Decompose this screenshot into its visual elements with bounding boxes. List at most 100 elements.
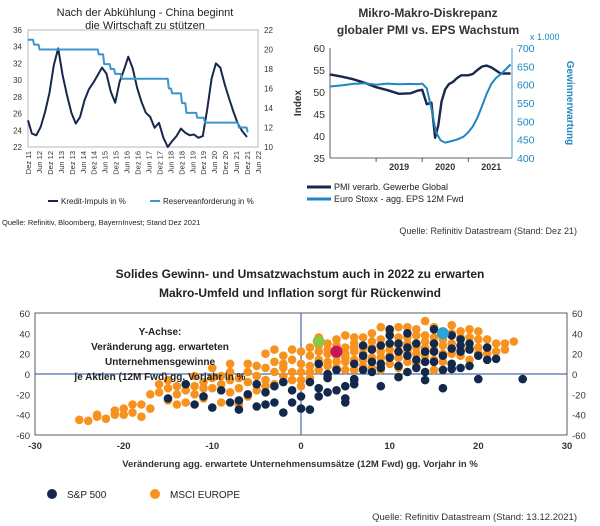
chart3-point-msci-europe xyxy=(376,347,386,356)
chart3-point-msci-europe xyxy=(465,355,474,365)
chart3-point-sp500 xyxy=(225,398,235,407)
chart1-y-right-tick: 22 xyxy=(264,26,273,35)
chart2-x-tick: 2019 xyxy=(389,162,409,172)
chart3-point-sp500 xyxy=(420,367,430,377)
chart3-point-msci-europe xyxy=(181,386,190,395)
chart3-point-sp500 xyxy=(234,396,244,405)
chart3-point-sp500 xyxy=(456,363,465,373)
chart3-point-msci-europe xyxy=(234,383,244,393)
chart2-y-right-tick: 550 xyxy=(517,98,535,110)
chart1-series-credit-impulse xyxy=(27,47,248,148)
chart3-point-sp500 xyxy=(420,347,430,356)
chart3-point-sp500 xyxy=(314,359,324,369)
chart3-point-sp500 xyxy=(429,357,439,367)
chart3-point-sp500 xyxy=(332,386,341,395)
chart1-x-tick: Dez 21 xyxy=(243,151,252,175)
chart1-y-right-tick: 18 xyxy=(264,65,273,74)
chart2-y-left-tick: 55 xyxy=(313,65,325,77)
chart3-point-sp500 xyxy=(287,386,297,395)
chart3-point-msci-europe xyxy=(385,345,395,354)
chart3-point-msci-europe xyxy=(172,381,182,391)
chart3-point-msci-europe xyxy=(456,327,465,336)
chart3-point-msci-europe xyxy=(500,345,510,354)
chart3-point-msci-europe xyxy=(243,359,253,369)
chart1-x-tick: Jun 17 xyxy=(144,151,153,174)
chart2-series-pmi xyxy=(329,64,511,140)
chart3-point-msci-europe xyxy=(349,333,359,342)
chart3-point-sp500 xyxy=(482,343,492,352)
chart3-x-tick: 30 xyxy=(562,441,573,452)
chart1-x-tick: Dez 18 xyxy=(177,151,186,175)
chart3-point-sp500 xyxy=(438,383,448,393)
chart3-y-right-tick: 20 xyxy=(572,350,583,361)
chart3-y-left-tick: -40 xyxy=(16,411,30,422)
chart3-point-sp500 xyxy=(474,374,483,384)
chart3-point-msci-europe xyxy=(225,359,235,369)
chart3-point-msci-europe xyxy=(491,339,501,348)
chart3-point-msci-europe xyxy=(296,367,306,377)
chart-pmi-vs-eps: Mikro-Makro-Diskrepanz globaler PMI vs. E… xyxy=(293,6,577,236)
chart1-y-right-tick: 20 xyxy=(264,46,273,55)
chart1-x-tick: Jun 16 xyxy=(123,151,132,174)
chart3-point-sp500 xyxy=(474,351,483,361)
chart3-point-msci-europe xyxy=(137,400,146,409)
chart2-legend-label: PMI verarb. Gewerbe Global xyxy=(334,182,448,192)
chart3-point-msci-europe xyxy=(216,379,226,389)
chart1-y-left-tick: 26 xyxy=(13,110,22,119)
chart3-point-msci-europe xyxy=(146,404,155,413)
chart2-y-right-tick: 450 xyxy=(517,135,535,147)
chart3-source: Quelle: Refinitiv Datastream (Stand: 13.… xyxy=(372,512,577,523)
chart1-x-tick: Jun 12 xyxy=(35,151,44,174)
chart3-y-left-tick: -60 xyxy=(16,431,30,442)
chart3-point-msci-europe xyxy=(412,349,421,359)
chart3-point-sp500 xyxy=(261,388,270,397)
chart3-y-right-tick: -60 xyxy=(572,431,586,442)
chart1-x-tick: Jun 20 xyxy=(210,151,219,174)
chart1-x-tick: Jun 13 xyxy=(57,151,66,174)
chart2-y-right-tick: 650 xyxy=(517,61,535,73)
chart1-source: Quelle: Refinitiv, Bloomberg, BayernInve… xyxy=(2,218,200,227)
chart2-y-right-tick: 400 xyxy=(517,153,535,165)
chart3-point-msci-europe xyxy=(199,383,208,393)
chart3-point-msci-europe xyxy=(349,365,359,375)
chart3-annotation-line: Veränderung agg. erwarteten xyxy=(91,342,229,353)
chart3-x-tick: 20 xyxy=(473,441,484,452)
chart3-point-msci-europe xyxy=(394,322,403,332)
chart1-y-left-tick: 32 xyxy=(13,59,22,68)
chart3-y-left-tick: 60 xyxy=(19,309,30,320)
chart3-y-right-tick: 60 xyxy=(572,309,583,320)
chart3-point-msci-europe xyxy=(279,351,288,361)
chart3-point-msci-europe xyxy=(137,412,146,422)
chart3-point-msci-europe xyxy=(314,365,324,375)
chart2-title: Mikro-Makro-Diskrepanz xyxy=(358,6,497,20)
chart2-y-left-tick: 40 xyxy=(313,131,325,143)
chart3-point-msci-europe xyxy=(279,371,288,381)
chart3-y-left-tick: 0 xyxy=(25,370,30,381)
chart3-point-msci-europe xyxy=(296,381,306,391)
chart3-point-msci-europe xyxy=(341,331,350,340)
chart3-point-sp500 xyxy=(394,361,403,371)
chart2-right-axis-note: x 1.000 xyxy=(530,32,560,42)
chart3-point-msci-europe xyxy=(243,367,253,377)
chart3-point-msci-europe xyxy=(509,337,519,346)
chart3-point-sp500 xyxy=(385,353,395,363)
chart3-y-right-tick: 0 xyxy=(572,370,577,381)
chart3-point-msci-europe xyxy=(323,339,332,348)
chart3-point-msci-europe xyxy=(225,388,235,397)
chart3-point-sp500 xyxy=(420,357,430,367)
chart3-point-msci-europe xyxy=(234,373,244,383)
chart3-point-msci-europe xyxy=(128,408,137,417)
chart3-point-msci-europe xyxy=(474,327,483,336)
chart3-point-msci-europe xyxy=(367,337,377,346)
chart3-point-msci-europe xyxy=(474,343,483,352)
chart3-point-sp500 xyxy=(376,381,386,391)
chart3-point-msci-europe xyxy=(296,359,306,369)
chart3-point-sp500 xyxy=(429,325,439,334)
chart3-point-sp500 xyxy=(358,341,368,350)
chart3-point-sp500 xyxy=(438,351,448,361)
chart3-point-sp500 xyxy=(349,359,359,369)
chart3-point-sp500 xyxy=(447,331,457,340)
chart3-point-msci-europe xyxy=(412,331,421,340)
chart1-y-left-tick: 30 xyxy=(13,76,22,85)
